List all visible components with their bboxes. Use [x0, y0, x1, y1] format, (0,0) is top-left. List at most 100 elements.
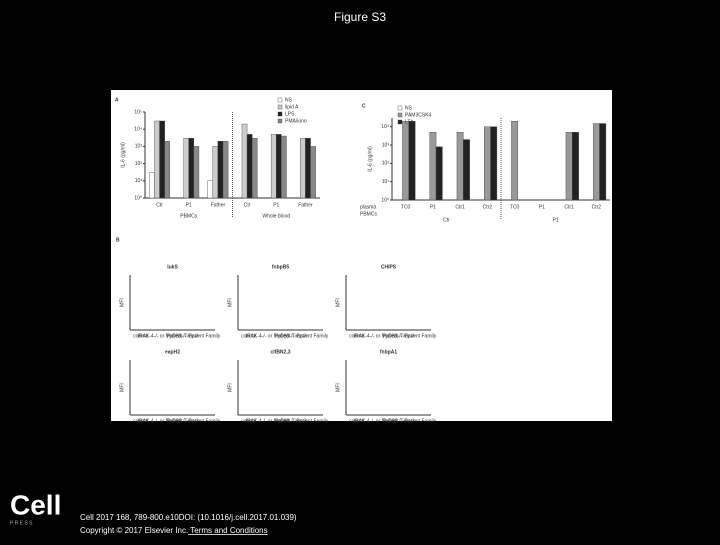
y-tick-label: 10⁰ — [134, 195, 142, 201]
logo-press: P R E S S — [10, 520, 33, 526]
legend-label: NS — [285, 97, 293, 103]
group-label: P1 — [552, 217, 558, 223]
bar — [276, 134, 282, 199]
x-tick-label: control — [241, 418, 256, 424]
legend-label: LTA — [405, 119, 414, 125]
x-tick-label: IRAK-4-/- or MyD88-/- — [354, 418, 403, 424]
x-tick-label: Ctr1 — [455, 204, 465, 210]
y-axis-label: IL-6 (pg/ml) — [367, 146, 373, 172]
bar — [281, 135, 287, 199]
y-tick-label: 10³ — [135, 144, 143, 150]
plot-title: clfBN2,3 — [270, 349, 290, 355]
bar — [207, 180, 214, 199]
y-axis-label: IL-6 (pg/ml) — [120, 142, 126, 168]
logo: Cell — [10, 489, 61, 520]
legend-swatch — [397, 119, 403, 125]
x-tick-label: Patient Family — [189, 418, 221, 424]
x-tick-label: Patient Tirap-/- — [275, 418, 308, 424]
legend-swatch — [397, 105, 403, 111]
bar — [429, 132, 437, 201]
x-tick-label: control — [133, 418, 148, 424]
bar — [511, 121, 519, 201]
group-label: Whole blood — [262, 213, 290, 219]
x-tick-label: control — [133, 333, 148, 339]
bar — [572, 132, 579, 201]
bar — [164, 141, 170, 199]
figure-image — [111, 90, 612, 421]
x-tick-label: IRAK-4-/- or MyD88-/- — [246, 333, 295, 339]
legend-swatch — [397, 112, 403, 118]
bar — [154, 120, 160, 199]
bar — [483, 126, 491, 201]
y-tick-label: 10⁰ — [381, 197, 389, 203]
bar — [599, 123, 607, 201]
bar — [565, 132, 573, 201]
x-tick-label: Patient Family — [297, 418, 329, 424]
bar — [490, 126, 498, 201]
x-tick-label: Ctr2 — [592, 204, 602, 210]
x-tick-label: control — [349, 418, 364, 424]
y-tick-label: 10¹ — [382, 179, 390, 185]
bar — [149, 172, 155, 199]
y-tick-label: 10⁵ — [134, 109, 142, 115]
x-tick-label: IRAK-4-/- or MyD88-/- — [246, 418, 295, 424]
bar — [188, 137, 195, 199]
x-tick-label: IRAK-4-/- or MyD88-/- — [354, 333, 403, 339]
x-tick-label: Ctr2 — [483, 204, 493, 210]
x-tick-label: P1 — [430, 204, 436, 210]
bar — [456, 132, 464, 201]
bar — [212, 146, 219, 199]
x-tick-label: Patient Family — [189, 333, 221, 339]
y-axis-label: MFI — [227, 383, 233, 392]
x-tick-label: Patient Family — [297, 333, 329, 339]
bar — [408, 121, 416, 201]
bar — [270, 134, 277, 199]
bar — [300, 137, 306, 199]
x-tick-label: Father — [211, 202, 226, 208]
x-tick-label: TC0 — [510, 204, 520, 210]
bar — [222, 141, 229, 199]
plot-title: eapH2 — [165, 349, 180, 355]
bar — [463, 139, 470, 201]
bar — [159, 120, 165, 199]
y-axis-label: MFI — [119, 383, 125, 392]
group-label: Ctr — [443, 217, 450, 223]
x-tick-label: control — [241, 333, 256, 339]
bar — [305, 137, 311, 199]
x-tick-label: TC0 — [401, 204, 411, 210]
bar — [251, 137, 258, 199]
x-tick-label: Patient Tirap-/- — [383, 418, 416, 424]
slide-title: Figure S3 — [334, 10, 386, 24]
panel-label: B — [116, 237, 120, 243]
plot-title: fnbpA1 — [380, 349, 397, 355]
x-tick-label: P1 — [273, 202, 279, 208]
bar — [402, 121, 410, 201]
legend-label: LPS — [285, 111, 295, 117]
x-tick-label: P1 — [186, 202, 192, 208]
plot-title: lukS — [167, 264, 178, 270]
x-tick-label: Patient Family — [405, 418, 437, 424]
bar — [217, 141, 224, 199]
copyright-text: Copyright © 2017 Elsevier Inc. — [80, 526, 188, 535]
legend-label: PAM3CSK4 — [405, 112, 432, 118]
x-tick-label: Patient Tirap-/- — [383, 333, 416, 339]
y-axis-label: MFI — [335, 383, 341, 392]
legend-label: lipid A — [285, 104, 299, 110]
terms-link[interactable]: Terms and Conditions — [188, 526, 267, 535]
x-tick-label: IRAK-4-/- or MyD88-/- — [138, 333, 187, 339]
bar — [435, 146, 443, 201]
legend-swatch — [277, 97, 283, 103]
figure: A IL-6 (pg/ml) 10⁰ 10¹ 10² 10³ 10⁴ 10⁵ Ctr P1 Fath… — [115, 97, 610, 424]
x-tick-label: Ctr1 — [564, 204, 574, 210]
bar — [193, 146, 200, 199]
y-axis-label: MFI — [335, 298, 341, 307]
y-axis-label: MFI — [119, 298, 125, 307]
bar — [592, 123, 600, 201]
x-tick-label: Ctr — [156, 202, 163, 208]
x-tick-label: Patient Tirap-/- — [167, 418, 200, 424]
panel-label: A — [115, 97, 119, 103]
legend-swatch — [277, 111, 283, 117]
y-tick-label: 10⁴ — [134, 127, 142, 133]
